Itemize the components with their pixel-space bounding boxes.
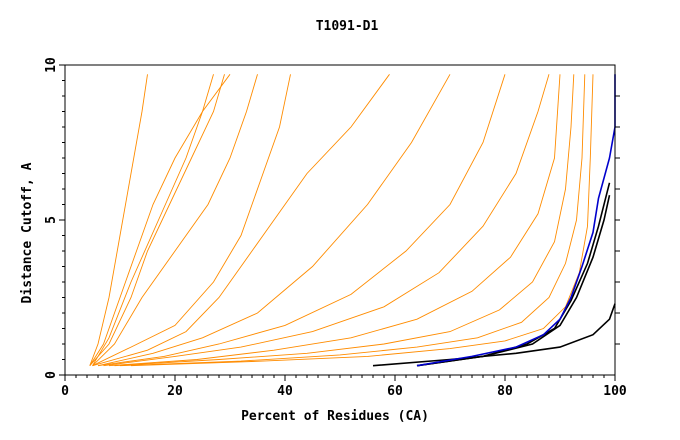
orange-curve-6 xyxy=(92,74,390,367)
orange-curve-3 xyxy=(92,74,214,366)
orange-curve-9 xyxy=(103,74,550,367)
x-tick-label: 40 xyxy=(277,384,293,399)
blue-curve-17 xyxy=(416,74,616,367)
orange-curve-2 xyxy=(89,74,225,366)
y-tick-label: 10 xyxy=(44,57,59,73)
orange-curve-11 xyxy=(114,74,575,367)
x-tick-label: 0 xyxy=(61,384,69,399)
x-axis: 0 20 40 60 80 100 xyxy=(61,375,627,399)
orange-curve-13 xyxy=(130,74,594,367)
orange-curve-12 xyxy=(119,74,586,367)
x-axis-label: Percent of Residues (CA) xyxy=(241,409,429,424)
plot-area xyxy=(89,74,616,367)
orange-curve-7 xyxy=(97,74,451,367)
x-tick-label: 20 xyxy=(167,384,183,399)
orange-curve-10 xyxy=(108,74,561,367)
orange-curve-4 xyxy=(92,74,258,367)
chart-title: T1091-D1 xyxy=(316,19,379,34)
x-tick-label: 100 xyxy=(603,384,627,399)
orange-curve-5 xyxy=(92,74,291,367)
y-tick-label: 5 xyxy=(44,216,59,224)
y-tick-label: 0 xyxy=(44,371,59,379)
orange-curve-1 xyxy=(89,74,231,366)
x-tick-label: 80 xyxy=(497,384,513,399)
orange-curve-8 xyxy=(97,74,506,367)
y-axis: 0 5 10 xyxy=(44,57,620,379)
x-tick-label: 60 xyxy=(387,384,403,399)
orange-curve-0 xyxy=(89,74,148,366)
y-axis-label: Distance Cutoff, A xyxy=(20,162,35,303)
